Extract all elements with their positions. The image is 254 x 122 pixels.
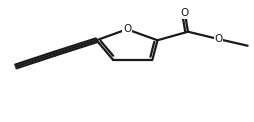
Text: O: O bbox=[181, 8, 189, 18]
Text: O: O bbox=[123, 24, 131, 34]
Text: O: O bbox=[214, 34, 223, 44]
